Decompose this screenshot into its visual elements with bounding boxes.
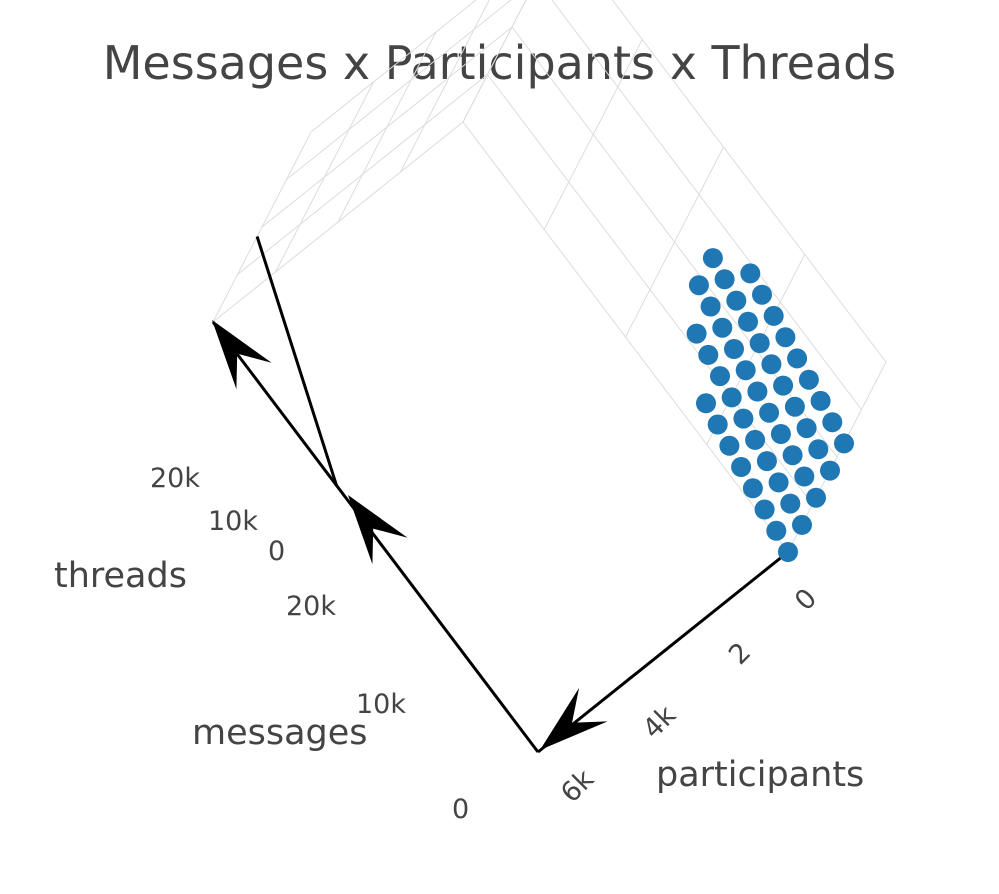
data-point[interactable] xyxy=(726,290,747,311)
participants-axis-line xyxy=(537,550,789,754)
data-point[interactable] xyxy=(763,305,784,326)
grid-line-x-2 xyxy=(337,31,437,223)
data-point[interactable] xyxy=(808,439,829,460)
grid-line-x-4 xyxy=(212,131,312,323)
messages-axis-title: messages xyxy=(192,713,368,753)
threads-tick-label: 10k xyxy=(208,506,258,537)
data-point[interactable] xyxy=(707,414,728,435)
data-point[interactable] xyxy=(754,499,775,520)
threads-tick-label: 0 xyxy=(268,536,285,567)
data-point[interactable] xyxy=(719,435,740,456)
grid-line-zb-4 xyxy=(310,0,477,133)
data-point[interactable] xyxy=(766,520,787,541)
grid-line-y-2 xyxy=(625,146,724,338)
participants-arrow-icon xyxy=(540,687,608,750)
data-point[interactable] xyxy=(738,311,758,332)
data-point[interactable] xyxy=(742,478,763,499)
grid-lines xyxy=(212,0,887,553)
participants-tick-label: 6k xyxy=(555,764,600,809)
chart-title: Messages x Participants x Threads xyxy=(102,36,897,90)
data-point[interactable] xyxy=(733,408,754,429)
data-point[interactable] xyxy=(731,457,752,477)
messages-arrow-icon xyxy=(348,495,408,565)
messages-axis-line xyxy=(211,321,540,753)
axes xyxy=(211,236,789,754)
data-point[interactable] xyxy=(782,445,803,466)
data-point[interactable] xyxy=(761,354,782,375)
data-point[interactable] xyxy=(759,402,780,423)
participants-tick-label: 4k xyxy=(637,700,682,745)
data-point[interactable] xyxy=(822,412,843,433)
participants-tick-label: 0 xyxy=(789,583,823,617)
threads-axis-line xyxy=(255,236,338,486)
data-point[interactable] xyxy=(724,339,744,359)
axis-labels: threadsmessagesparticipants20k10k020k10k… xyxy=(54,463,864,825)
data-point[interactable] xyxy=(735,360,756,381)
grid-line-zb-3 xyxy=(286,0,512,180)
data-point[interactable] xyxy=(810,390,831,411)
grid-line-y-3 xyxy=(543,39,643,230)
data-point[interactable] xyxy=(787,348,808,369)
data-point[interactable] xyxy=(714,269,735,290)
messages-tick-label: 20k xyxy=(286,591,336,622)
data-point[interactable] xyxy=(747,381,768,402)
threads-axis-title: threads xyxy=(54,556,187,596)
grid-line-z-3 xyxy=(551,0,862,410)
data-point[interactable] xyxy=(700,296,721,317)
data-point[interactable] xyxy=(696,393,716,414)
grid-line-z-4 xyxy=(611,0,887,363)
grid-line-x-1 xyxy=(400,0,490,173)
data-point[interactable] xyxy=(749,333,770,354)
data-point[interactable] xyxy=(712,317,733,338)
data-point[interactable] xyxy=(721,387,742,408)
data-point[interactable] xyxy=(686,323,707,344)
participants-tick-label: 2 xyxy=(723,637,757,671)
data-point[interactable] xyxy=(798,369,819,390)
data-point[interactable] xyxy=(770,424,791,444)
data-point[interactable] xyxy=(745,429,766,450)
data-point[interactable] xyxy=(768,472,789,493)
grid-line-x-3 xyxy=(275,81,374,273)
threads-arrow-icon xyxy=(212,320,272,390)
data-point[interactable] xyxy=(806,487,826,508)
grid-line-x-0 xyxy=(462,0,527,123)
data-point[interactable] xyxy=(784,396,805,417)
data-point[interactable] xyxy=(775,327,796,348)
data-point[interactable] xyxy=(740,263,761,284)
participants-axis-title: participants xyxy=(656,755,864,795)
data-point[interactable] xyxy=(796,418,817,439)
data-point[interactable] xyxy=(820,460,840,481)
data-point[interactable] xyxy=(756,451,777,472)
data-point[interactable] xyxy=(778,542,798,562)
grid-line-y-4 xyxy=(462,0,527,123)
data-point[interactable] xyxy=(794,466,815,487)
data-point[interactable] xyxy=(752,284,772,305)
threads-tick-label: 20k xyxy=(150,463,200,494)
data-point[interactable] xyxy=(698,344,719,365)
data-points[interactable] xyxy=(686,248,854,562)
messages-tick-label: 10k xyxy=(356,689,406,720)
data-point[interactable] xyxy=(792,514,812,535)
data-point[interactable] xyxy=(710,366,730,387)
data-point[interactable] xyxy=(780,493,801,514)
data-point[interactable] xyxy=(688,275,709,296)
data-point[interactable] xyxy=(702,248,723,269)
data-point[interactable] xyxy=(834,433,854,454)
data-point[interactable] xyxy=(773,375,794,396)
messages-tick-label: 0 xyxy=(452,794,469,825)
